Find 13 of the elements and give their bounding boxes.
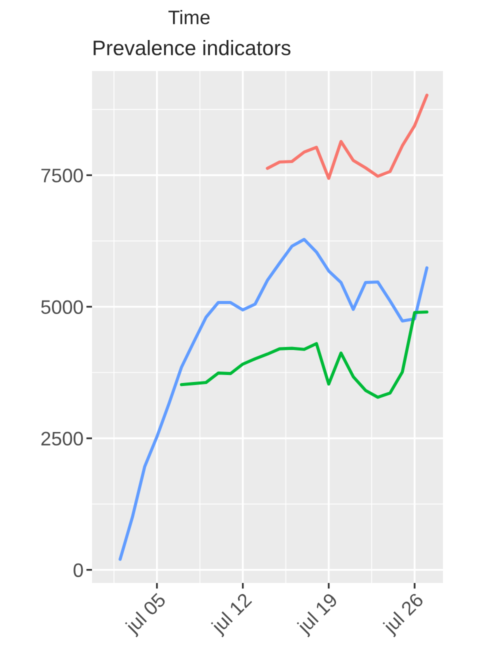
x-tick-label: jul 19 [296, 592, 341, 638]
y-tick-label: 0 [74, 563, 83, 578]
y-tick-label: 7500 [41, 168, 83, 182]
line-series [266, 94, 428, 180]
line-series [180, 310, 428, 399]
x-tick-label: jul 05 [124, 592, 170, 638]
line-series [118, 238, 428, 561]
chart-subtitle: Prevalence indicators [94, 40, 290, 56]
y-tick-label: 2500 [41, 432, 83, 446]
y-tick-label: 5000 [41, 300, 83, 314]
chart-title: Time [168, 10, 210, 24]
x-tick-label: jul 12 [210, 592, 255, 638]
x-tick-label: jul 26 [381, 592, 427, 638]
